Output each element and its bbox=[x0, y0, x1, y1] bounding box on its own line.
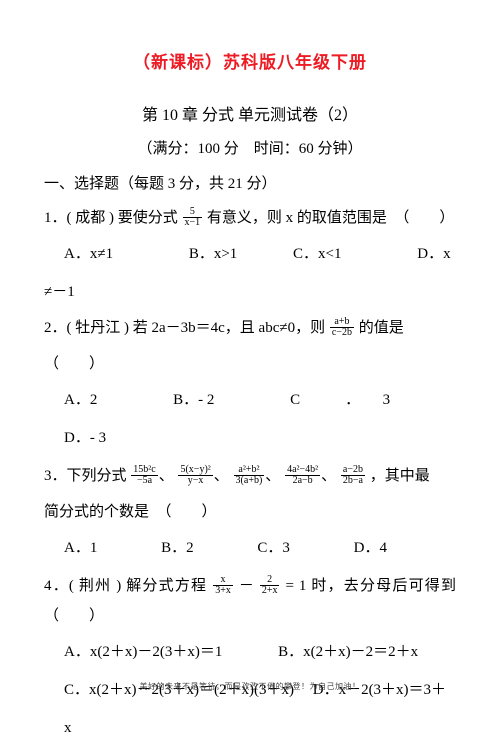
question-3: 3．下列分式 15b²c−5a、 5(x−y)²y−x、 a²+b²3(a+b)… bbox=[44, 461, 456, 491]
q3-opt-a: A．1 bbox=[64, 540, 97, 556]
question-1: 1．( 成都 ) 要使分式 5 x−1 有意义，则 x 的取值范围是 （ ） bbox=[44, 203, 456, 233]
q2-stem-b: 的值是 bbox=[359, 320, 404, 336]
q2-paren: （ ） bbox=[44, 349, 456, 379]
q3-opt-c: C．3 bbox=[257, 540, 290, 556]
q1-options: A．x≠1 B．x>1 C．x<1 D．x bbox=[44, 239, 456, 269]
question-2: 2．( 牡丹江 ) 若 2a－3b＝4c，且 abc≠0，则 a+b c−2b … bbox=[44, 313, 456, 343]
q1-opt-b: B．x>1 bbox=[189, 246, 237, 262]
frac-den: 2a−b bbox=[285, 476, 320, 487]
q4-f1: x3+x bbox=[213, 575, 233, 597]
q3-f3: a²+b²3(a+b) bbox=[234, 465, 265, 487]
q1-fraction: 5 x−1 bbox=[183, 207, 203, 229]
exam-page: （新课标）苏科版八年级下册 第 10 章 分式 单元测试卷（2） （满分：100… bbox=[0, 0, 500, 743]
q1-opt-c: C．x<1 bbox=[293, 246, 341, 262]
q1-stem-a: 1．( 成都 ) 要使分式 bbox=[44, 210, 178, 226]
page-title-red: （新课标）苏科版八年级下册 bbox=[44, 48, 456, 73]
frac-den: 3+x bbox=[213, 586, 233, 597]
q2-opt-c: C ． 3 bbox=[290, 392, 390, 408]
q2-opt-d: D．- 3 bbox=[64, 430, 106, 446]
q2-options: A．2 B．- 2 C ． 3 bbox=[44, 385, 456, 415]
q2-opt-b: B．- 2 bbox=[173, 392, 214, 408]
frac-den: y−x bbox=[178, 476, 212, 487]
q4-continuation: x bbox=[44, 713, 456, 743]
q2-fraction: a+b c−2b bbox=[330, 317, 354, 339]
exam-meta: （满分：100 分 时间：60 分钟） bbox=[44, 137, 456, 158]
q1-opt-a: A．x≠1 bbox=[64, 246, 113, 262]
q3-stem-a: 3．下列分式 bbox=[44, 468, 127, 484]
q3-f5: a−2b2b−a bbox=[341, 465, 365, 487]
page-footer: 美好的未来不是等待，而是孜孜不倦的攀登！为自己加油！ bbox=[0, 681, 500, 692]
frac-den: 2b−a bbox=[341, 476, 365, 487]
q3-f4: 4a²−4b²2a−b bbox=[285, 465, 320, 487]
q3-opt-b: B．2 bbox=[161, 540, 194, 556]
q3-f2: 5(x−y)²y−x bbox=[178, 465, 212, 487]
frac-den: −5a bbox=[131, 476, 157, 487]
q4-f2: 22+x bbox=[260, 575, 280, 597]
q3-stem-b: ，其中最 bbox=[370, 468, 430, 484]
q4-options-row1: A．x(2＋x)－2(3＋x)＝1 B．x(2＋x)－2＝2＋x bbox=[44, 637, 456, 667]
q2-options-row2: D．- 3 bbox=[44, 423, 456, 453]
q4-opt-b: B．x(2＋x)－2＝2＋x bbox=[278, 644, 418, 660]
q4-eq: = 1 bbox=[285, 578, 306, 594]
q2-opt-a: A．2 bbox=[64, 392, 97, 408]
q1-opt-d: D．x bbox=[417, 246, 450, 262]
frac-den: x−1 bbox=[183, 218, 203, 229]
frac-den: 2+x bbox=[260, 586, 280, 597]
q3-f1: 15b²c−5a bbox=[131, 465, 157, 487]
q3-options: A．1 B．2 C．3 D．4 bbox=[44, 533, 456, 563]
q2-stem-a: 2．( 牡丹江 ) 若 2a－3b＝4c，且 abc≠0，则 bbox=[44, 320, 325, 336]
frac-den: c−2b bbox=[330, 328, 354, 339]
q4-minus: － bbox=[239, 578, 254, 594]
frac-den: 3(a+b) bbox=[234, 476, 265, 487]
q1-stem-b: 有意义，则 x 的取值范围是 （ ） bbox=[207, 210, 455, 226]
chapter-subtitle: 第 10 章 分式 单元测试卷（2） bbox=[44, 101, 456, 125]
section-1-heading: 一、选择题（每题 3 分，共 21 分） bbox=[44, 172, 456, 193]
question-4: 4．( 荆州 ) 解分式方程 x3+x － 22+x = 1 时，去分母后可得到… bbox=[44, 571, 456, 631]
q3-opt-d: D．4 bbox=[354, 540, 387, 556]
q3-stem-c: 简分式的个数是 （ ） bbox=[44, 497, 456, 527]
q4-stem-a: 4．( 荆州 ) 解分式方程 bbox=[44, 578, 207, 594]
q1-continuation: ≠－1 bbox=[44, 277, 456, 307]
q4-opt-a: A．x(2＋x)－2(3＋x)＝1 bbox=[64, 644, 222, 660]
